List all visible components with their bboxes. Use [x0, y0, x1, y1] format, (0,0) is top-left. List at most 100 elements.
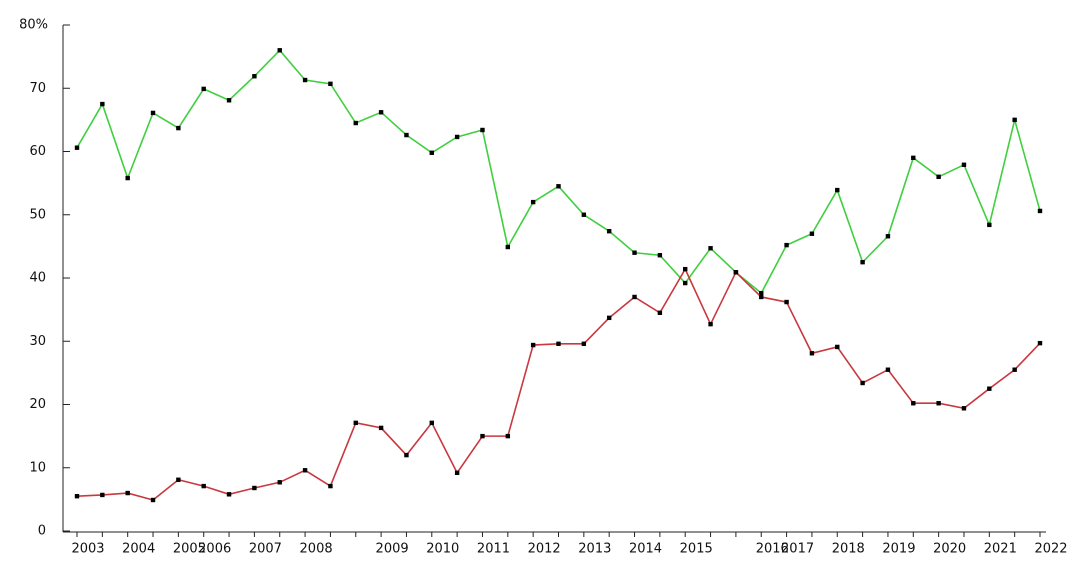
- data-point: [835, 344, 840, 350]
- x-tick-label: 2013: [578, 542, 611, 557]
- data-point: [632, 294, 637, 300]
- data-point: [226, 98, 232, 103]
- data-point: [530, 199, 536, 205]
- data-point: [784, 242, 789, 248]
- data-point: [328, 81, 333, 87]
- data-point: [809, 231, 815, 236]
- y-tick-label: 60: [29, 144, 46, 159]
- data-point: [708, 246, 713, 251]
- data-point: [429, 150, 434, 155]
- data-point: [429, 420, 434, 426]
- data-point: [100, 101, 105, 107]
- data-point: [784, 299, 789, 305]
- x-tick-label: 2015: [680, 542, 713, 557]
- data-point: [1012, 367, 1017, 372]
- data-point: [606, 315, 612, 321]
- x-tick-label: 2014: [629, 542, 662, 557]
- series-line: [76, 267, 1041, 501]
- data-point: [683, 280, 688, 286]
- x-tick-label: 2005: [173, 542, 206, 557]
- data-point: [176, 125, 181, 131]
- data-point: [987, 386, 992, 391]
- data-point: [556, 184, 561, 189]
- data-point: [302, 77, 308, 83]
- data-point: [201, 86, 206, 92]
- data-point: [885, 367, 891, 372]
- data-point: [505, 433, 511, 439]
- y-tick-label: 10: [29, 460, 46, 475]
- data-point: [606, 228, 612, 234]
- data-point: [809, 351, 815, 356]
- y-tick-label: 50: [29, 207, 46, 222]
- data-point: [961, 406, 967, 411]
- data-point: [150, 497, 156, 503]
- data-point: [125, 490, 130, 496]
- y-tick-label: 80%: [19, 18, 48, 33]
- data-point: [226, 492, 232, 497]
- data-point: [1037, 208, 1043, 214]
- data-point: [277, 480, 282, 485]
- data-point: [961, 162, 967, 167]
- data-point: [759, 294, 764, 300]
- data-point: [530, 342, 536, 348]
- x-tick-label: 2006: [198, 542, 231, 557]
- data-point: [1037, 340, 1043, 346]
- data-point: [480, 433, 485, 439]
- x-tick-label: 2018: [832, 542, 865, 557]
- data-point: [100, 492, 105, 498]
- data-point: [733, 270, 739, 275]
- data-point: [252, 74, 257, 79]
- data-point: [404, 452, 409, 458]
- data-point: [505, 244, 511, 250]
- data-point: [353, 120, 358, 126]
- data-point: [708, 321, 713, 327]
- data-point: [936, 174, 941, 179]
- y-tick-label: 0: [38, 524, 46, 539]
- data-point: [150, 110, 156, 116]
- data-point: [277, 48, 282, 53]
- data-point: [176, 477, 181, 482]
- data-point: [378, 425, 384, 431]
- data-point: [911, 155, 916, 161]
- data-point: [885, 234, 891, 239]
- data-point: [201, 483, 206, 489]
- data-point: [556, 341, 561, 346]
- x-tick-label: 2019: [882, 542, 915, 557]
- x-tick-label: 2016: [756, 542, 789, 557]
- data-point: [404, 132, 409, 138]
- y-tick-label: 70: [29, 81, 46, 96]
- x-tick-label: 2012: [528, 542, 561, 557]
- y-tick-label: 30: [29, 334, 46, 349]
- x-tick-label: 2022: [1034, 542, 1067, 557]
- data-point: [581, 341, 587, 346]
- x-tick-label: 2010: [426, 542, 459, 557]
- x-tick-label: 2020: [933, 542, 966, 557]
- x-tick-label: 2008: [300, 542, 333, 557]
- data-point: [581, 212, 587, 217]
- x-tick-label: 2007: [249, 542, 282, 557]
- series-line: [76, 49, 1041, 295]
- data-point: [657, 310, 663, 315]
- data-point: [1012, 117, 1017, 123]
- data-point: [683, 266, 688, 272]
- data-point: [860, 259, 865, 265]
- data-point: [911, 401, 916, 406]
- x-tick-label: 2021: [984, 542, 1017, 557]
- data-point: [378, 110, 384, 115]
- data-point: [328, 483, 333, 489]
- data-point: [759, 290, 764, 296]
- data-point: [835, 187, 840, 193]
- data-point: [74, 494, 80, 499]
- data-point: [632, 250, 637, 255]
- y-tick-label: 20: [29, 397, 46, 412]
- data-point: [454, 134, 460, 140]
- x-tick-label: 2009: [376, 542, 409, 557]
- x-tick-label: 2003: [71, 542, 104, 557]
- data-point: [987, 222, 992, 228]
- data-point: [480, 127, 485, 133]
- data-point: [74, 145, 80, 150]
- data-point: [252, 485, 257, 491]
- data-point: [936, 401, 941, 406]
